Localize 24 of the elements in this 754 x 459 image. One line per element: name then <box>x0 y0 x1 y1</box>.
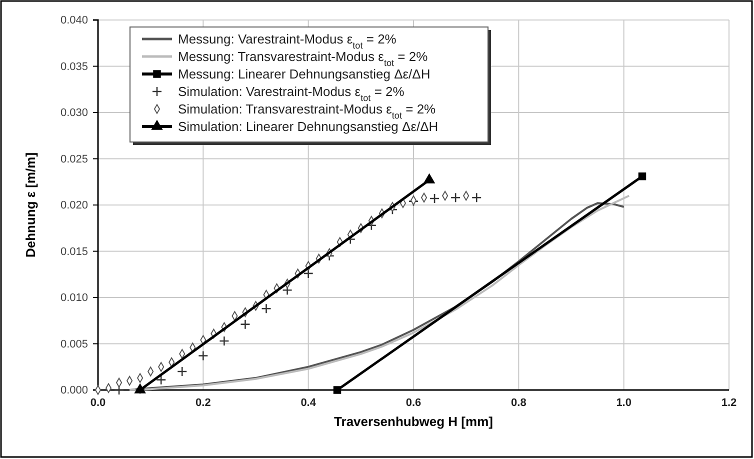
legend-label: Simulation: Transvarestraint-Modus ε$_{tot}$ = 2% <box>178 102 436 120</box>
legend-label: Messung: Transvarestraint-Modus ε$_{tot}$ = 2% <box>178 49 428 68</box>
x-axis-title: Traversenhubweg H [mm] <box>334 414 493 429</box>
y-tick-label: 0.000 <box>60 384 88 397</box>
y-tick-label: 0.020 <box>60 200 88 212</box>
legend-label: Messung: Varestraint-Modus ε$_{tot}$ = 2% <box>178 32 397 50</box>
y-tick-label: 0.005 <box>60 338 88 350</box>
x-tick-label: 1.2 <box>721 396 737 409</box>
x-tick-label: 0.8 <box>511 396 526 409</box>
y-tick-label: 0.040 <box>60 14 88 27</box>
y-axis-title: Dehnung ε [m/m] <box>23 152 38 258</box>
legend-label: Simulation: Varestraint-Modus ε$_{tot}$ = 2% <box>178 84 405 103</box>
x-tick-label: 0.6 <box>406 396 422 409</box>
x-tick-label: 0.4 <box>300 396 317 409</box>
legend-label: Messung: Linearer Dehnungsanstieg Δε/ΔH <box>178 66 430 82</box>
x-tick-label: 0.2 <box>196 396 211 409</box>
y-tick-label: 0.015 <box>60 246 88 258</box>
y-tick-label: 0.030 <box>60 107 88 120</box>
legend-label: Simulation: Linearer Dehnungsanstieg Δε/ΔH <box>178 119 438 134</box>
y-tick-label: 0.010 <box>60 292 88 304</box>
x-tick-label: 0.0 <box>90 396 106 409</box>
x-tick-label: 1.0 <box>616 396 632 409</box>
y-tick-label: 0.025 <box>60 153 88 166</box>
y-tick-label: 0.035 <box>60 60 88 73</box>
